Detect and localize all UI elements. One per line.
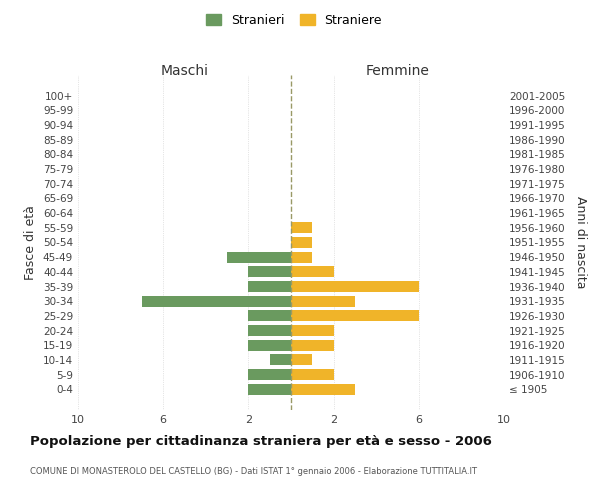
Bar [291, 369, 334, 380]
Bar [291, 237, 313, 248]
Legend: Stranieri, Straniere: Stranieri, Straniere [201, 8, 387, 32]
Bar [142, 296, 291, 306]
Y-axis label: Anni di nascita: Anni di nascita [574, 196, 587, 289]
Y-axis label: Fasce di età: Fasce di età [25, 205, 37, 280]
Text: Femmine: Femmine [365, 64, 430, 78]
Bar [291, 252, 313, 262]
Text: Popolazione per cittadinanza straniera per età e sesso - 2006: Popolazione per cittadinanza straniera p… [30, 435, 492, 448]
Bar [248, 266, 291, 278]
Bar [291, 296, 355, 306]
Bar [291, 354, 313, 366]
Bar [248, 325, 291, 336]
Bar [291, 325, 334, 336]
Bar [291, 384, 355, 395]
Bar [270, 354, 291, 366]
Bar [227, 252, 291, 262]
Bar [291, 266, 334, 278]
Bar [248, 281, 291, 292]
Text: Maschi: Maschi [160, 64, 209, 78]
Bar [291, 222, 313, 234]
Text: COMUNE DI MONASTEROLO DEL CASTELLO (BG) - Dati ISTAT 1° gennaio 2006 - Elaborazi: COMUNE DI MONASTEROLO DEL CASTELLO (BG) … [30, 468, 477, 476]
Bar [291, 310, 419, 322]
Bar [248, 369, 291, 380]
Bar [248, 340, 291, 350]
Bar [291, 340, 334, 350]
Bar [248, 310, 291, 322]
Bar [248, 384, 291, 395]
Bar [291, 281, 419, 292]
